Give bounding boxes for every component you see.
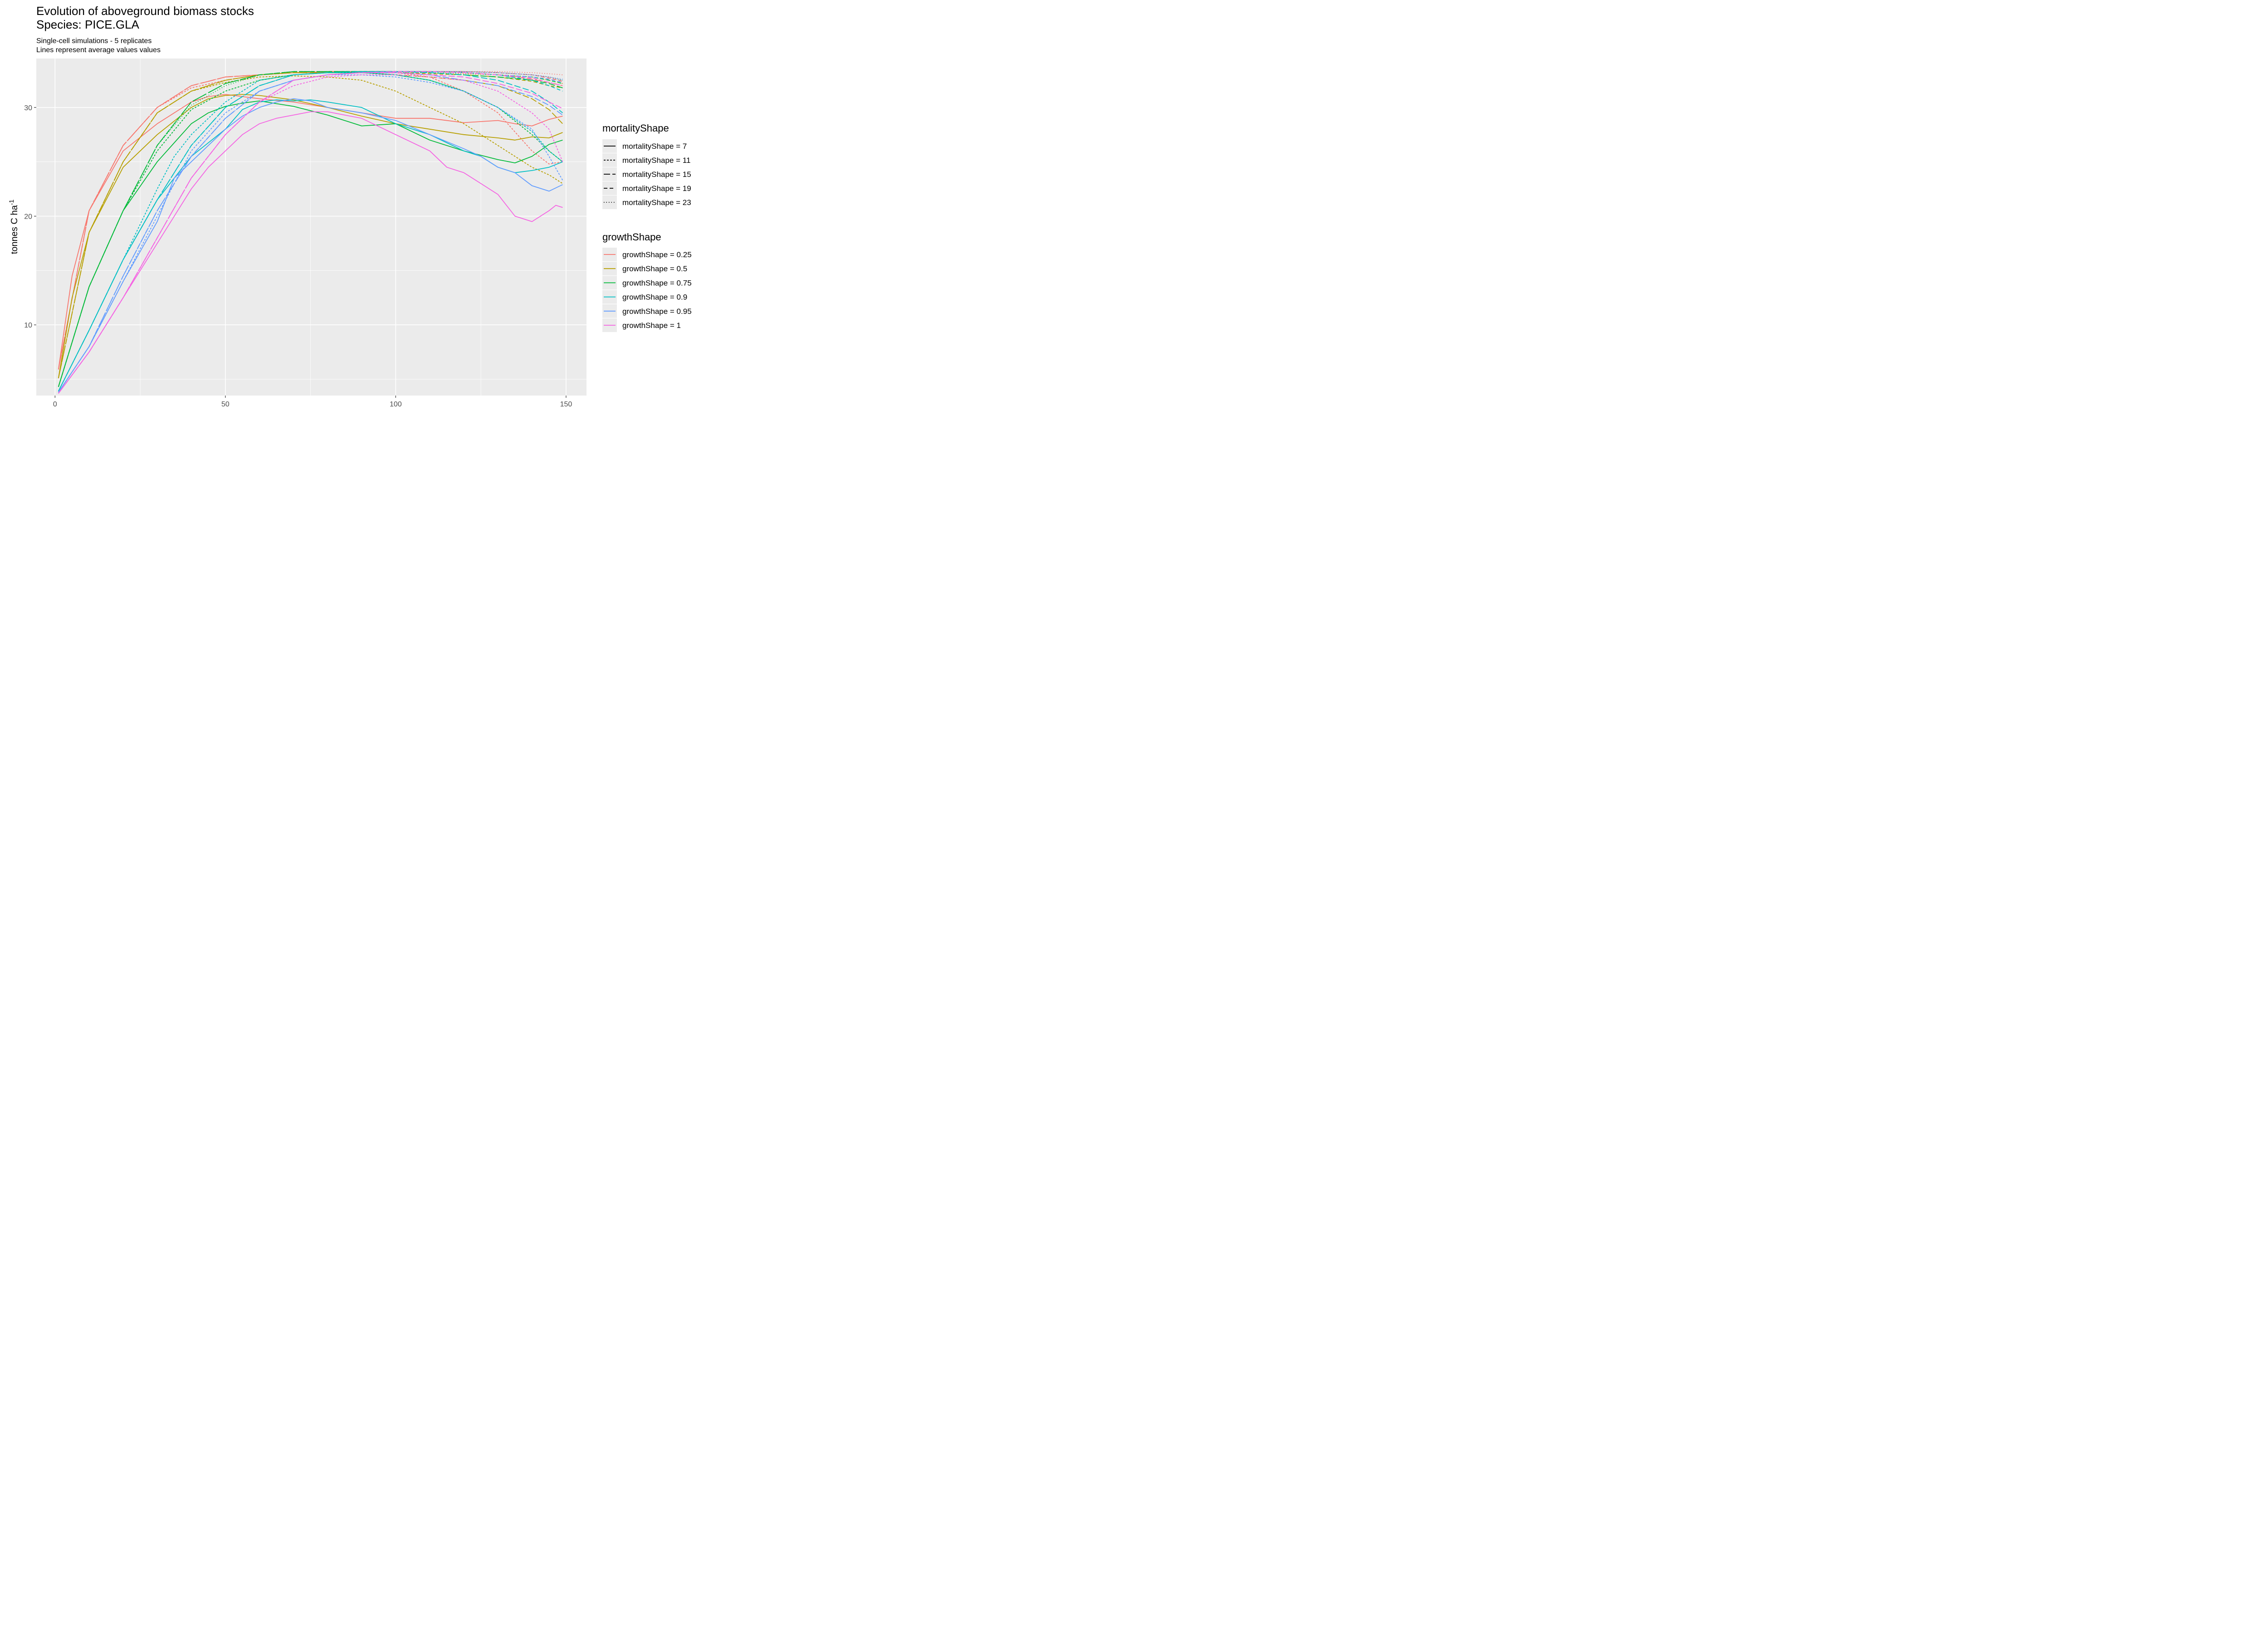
x-tick-label: 100 [390, 401, 402, 408]
legend-growth-label: growthShape = 1 [622, 321, 681, 330]
y-tick-label: 10 [24, 322, 32, 329]
series-line-growth-0_75-mortality-23 [58, 71, 563, 387]
series-line-growth-0_75-mortality-7 [58, 100, 563, 387]
x-tick-label: 50 [221, 401, 230, 408]
series-line-growth-0_5-mortality-23 [58, 72, 563, 378]
chart-figure: Evolution of aboveground biomass stocks … [8, 4, 692, 408]
chart-title-species: Species: PICE.GLA [36, 18, 140, 31]
series-line-growth-0_25-mortality-15 [58, 71, 563, 370]
series-line-growth-0_95-mortality-7 [58, 98, 563, 393]
series-line-growth-1-mortality-11 [58, 74, 563, 394]
chart-subtitle-1: Single-cell simulations - 5 replicates [36, 37, 152, 45]
legend-mortality-title: mortalityShape [602, 122, 669, 134]
series-line-growth-0_25-mortality-7 [58, 94, 563, 370]
legend-mortality-label: mortalityShape = 11 [622, 156, 690, 165]
series-line-growth-1-mortality-7 [58, 111, 563, 394]
legend-mortality-label: mortalityShape = 23 [622, 198, 691, 207]
legend-growth-label: growthShape = 0.9 [622, 293, 687, 302]
legend-key-bg [602, 196, 617, 209]
legend-mortality-label: mortalityShape = 15 [622, 170, 691, 179]
series-line-growth-0_9-mortality-23 [58, 71, 563, 391]
legend-growth-label: growthShape = 0.95 [622, 307, 692, 316]
y-axis-label-main: tonnes C ha [10, 205, 20, 254]
chart-subtitle-2: Lines represent average values values [36, 46, 161, 54]
legend-growth-label: growthShape = 0.5 [622, 264, 687, 273]
y-tick-label: 20 [24, 213, 32, 221]
legend-growth-label: growthShape = 0.25 [622, 250, 692, 259]
plot-panel [36, 59, 587, 396]
series-line-growth-0_95-mortality-23 [58, 71, 563, 393]
x-tick-label: 0 [53, 401, 57, 408]
series-layer [58, 71, 563, 394]
y-axis-label-superscript: -1 [8, 200, 15, 205]
legend-mortality-label: mortalityShape = 19 [622, 184, 691, 193]
grid-major [36, 59, 587, 396]
x-tick-label: 150 [560, 401, 572, 408]
series-line-growth-0_25-mortality-19 [58, 71, 563, 370]
series-line-growth-0_95-mortality-11 [58, 74, 563, 393]
legend-mortality: mortalityShape = 7 mortalityShape = 11 mor… [602, 139, 691, 209]
chart-title: Evolution of aboveground biomass stocks [36, 4, 254, 18]
legend-mortality-label: mortalityShape = 7 [622, 142, 687, 151]
legend-growth-title: growthShape [602, 231, 661, 243]
legend-growth: growthShape = 0.25 growthShape = 0.5 growt… [602, 248, 692, 332]
series-line-growth-0_5-mortality-7 [58, 94, 563, 378]
legend-growth-label: growthShape = 0.75 [622, 279, 692, 287]
series-line-growth-1-mortality-19 [58, 71, 563, 394]
y-axis-label: tonnes C ha-1 [8, 200, 20, 254]
y-tick-label: 30 [24, 104, 32, 112]
axis-layer: 0 50 100 150 10 20 30 [24, 104, 572, 408]
grid-minor [36, 59, 587, 396]
